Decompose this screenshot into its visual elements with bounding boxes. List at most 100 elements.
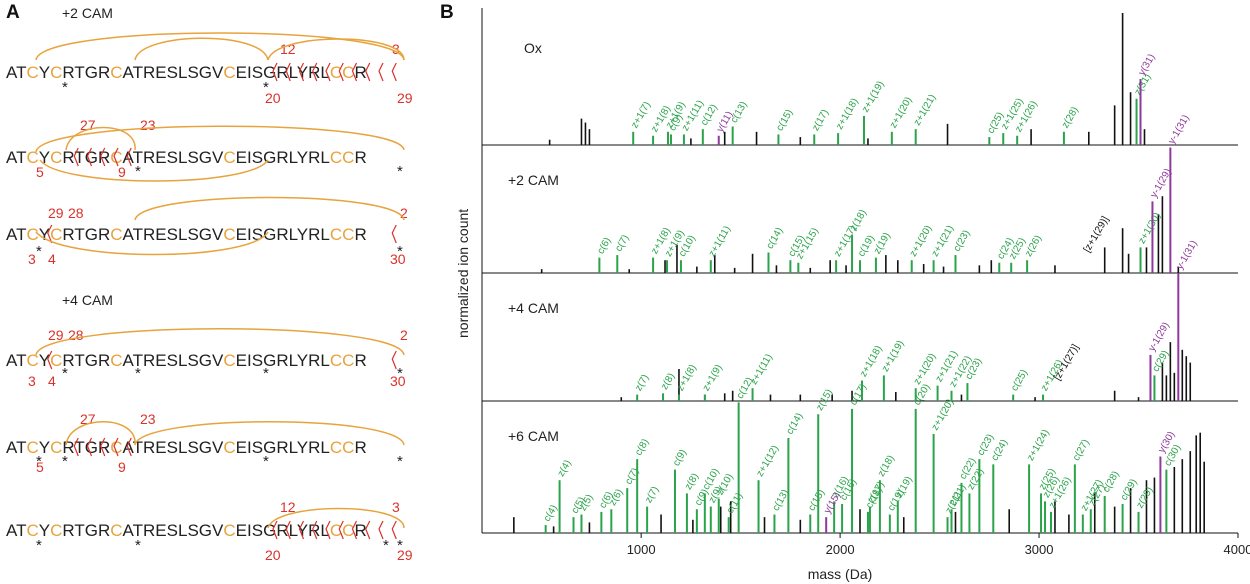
residue: Y	[39, 521, 50, 540]
cleavage-number: 12	[280, 499, 296, 515]
cleavage-number: 20	[265, 90, 281, 106]
cleavage-number: 29	[397, 547, 413, 563]
residue: C	[26, 351, 38, 370]
cleavage-number: 27	[80, 117, 96, 133]
residue: R	[276, 351, 288, 370]
ion-label: c(17)	[848, 382, 869, 407]
residue: I	[247, 148, 252, 167]
cam-star: *	[62, 453, 68, 470]
residue: C	[50, 63, 62, 82]
ion-label: z(6)	[607, 487, 625, 507]
cam-star: *	[135, 365, 141, 382]
residue: T	[16, 521, 26, 540]
cleavage-mark	[113, 147, 119, 167]
ion-label: c(27)	[1071, 438, 1092, 463]
residue: R	[143, 521, 155, 540]
x-axis-ticks: 1000 2000 3000 4000	[627, 533, 1250, 557]
residue: Y	[297, 148, 308, 167]
cam-star: *	[263, 79, 269, 96]
residue: G	[85, 521, 98, 540]
residue: L	[178, 438, 187, 457]
residue: R	[276, 148, 288, 167]
cleavage-mark	[391, 520, 397, 540]
cleavage-mark	[285, 520, 291, 540]
residue: Y	[297, 521, 308, 540]
residue: Y	[39, 63, 50, 82]
ion-label: c(15)	[775, 108, 796, 133]
panel-a: A +2 CAM +4 CAM ATCYCRTGRCATRESLSGVCEISG…	[6, 2, 413, 563]
residue: G	[263, 438, 276, 457]
cleavage-mark	[325, 520, 331, 540]
residue: G	[199, 225, 212, 244]
residue: C	[342, 148, 354, 167]
residue: L	[289, 63, 298, 82]
cleavage-mark	[378, 62, 384, 82]
ion-label: z(7)	[633, 373, 651, 393]
residue: R	[98, 438, 110, 457]
cleavage-mark	[272, 520, 278, 540]
ion-label: c(23)	[952, 228, 973, 253]
ion-label: z(19)	[894, 475, 915, 500]
residue: T	[16, 63, 26, 82]
residue: C	[26, 521, 38, 540]
residue: L	[320, 225, 329, 244]
annotation-label: [z+1(29)]	[1082, 214, 1112, 254]
residue: R	[62, 351, 74, 370]
ion-label: c(7)	[623, 466, 641, 486]
cleavage-number: 30	[390, 373, 406, 389]
cam-star: *	[135, 163, 141, 180]
cam-star: *	[397, 537, 403, 554]
cam-star: *	[36, 453, 42, 470]
panel-b-label: B	[440, 2, 454, 23]
cleavage-mark	[391, 350, 397, 370]
cam-star: *	[62, 365, 68, 382]
spectrum-0: Oxz+1(7)z+1(8)z+1(9)c(9)z+1(11)c(12)y(11…	[482, 13, 1238, 146]
panel-b: B normalized ion count 1000 2000 3000 4000 …	[440, 2, 1250, 582]
residue: L	[289, 148, 298, 167]
residue: L	[178, 63, 187, 82]
residue: S	[252, 63, 263, 82]
residue: S	[187, 148, 198, 167]
residue: C	[26, 63, 38, 82]
residue: R	[354, 148, 366, 167]
cam-star: *	[397, 453, 403, 470]
cleavage-number: 23	[140, 411, 156, 427]
ion-label: z+1(20)	[930, 397, 957, 432]
group-title-4cam: +4 CAM	[62, 292, 113, 308]
residue: R	[308, 63, 320, 82]
ion-label: c(7)	[613, 233, 631, 253]
cleavage-mark	[365, 62, 371, 82]
residue: R	[308, 225, 320, 244]
residue: L	[178, 351, 187, 370]
residue: T	[74, 225, 84, 244]
residue: R	[143, 148, 155, 167]
ion-label: z+1(24)	[1025, 428, 1052, 463]
cleavage-marks	[73, 147, 132, 167]
residue: R	[354, 351, 366, 370]
residue: L	[289, 351, 298, 370]
cleavage-number: 20	[265, 547, 281, 563]
ion-label: c(25)	[1009, 368, 1030, 393]
residue: E	[236, 521, 247, 540]
residue: S	[187, 351, 198, 370]
residue: C	[50, 148, 62, 167]
residue: C	[342, 438, 354, 457]
sequence-row: ATCYCRTGRCATRESLSGVCEISGRLYRLCCR 27 23 5 9 * *	[6, 117, 403, 180]
residue: R	[354, 521, 366, 540]
residue: V	[212, 438, 224, 457]
cleavage-mark	[47, 350, 53, 370]
bond-arc	[65, 126, 136, 151]
residue: S	[167, 63, 178, 82]
residue: R	[308, 521, 320, 540]
ion-label: c(14)	[765, 226, 786, 251]
ion-label: z(29)	[1135, 485, 1156, 510]
residue: A	[123, 351, 135, 370]
residue: T	[133, 438, 143, 457]
residue: L	[320, 148, 329, 167]
residue: G	[199, 148, 212, 167]
cleavage-mark	[86, 147, 93, 167]
ion-label: z+1(18)	[834, 97, 861, 132]
cam-star: *	[383, 537, 389, 554]
residue: T	[16, 148, 26, 167]
residue: R	[98, 63, 110, 82]
